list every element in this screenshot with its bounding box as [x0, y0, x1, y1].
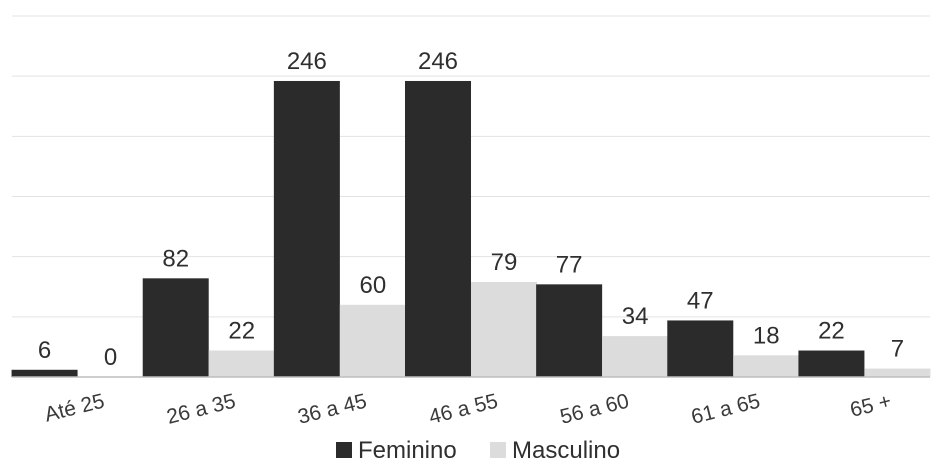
- legend-swatch-masculino: [490, 442, 506, 458]
- bar-masculino-36-a-45: [339, 304, 406, 377]
- bar-masculino-61-a-65: [733, 355, 800, 377]
- bar-feminino-36-a-45: [273, 80, 340, 377]
- legend-swatch-feminino: [336, 442, 352, 458]
- value-label-feminino-61-a-65: 47: [687, 287, 714, 314]
- bar-masculino-26-a-35: [208, 350, 275, 377]
- bar-feminino-26-a-35: [142, 278, 209, 377]
- value-label-masculino-61-a-65: 18: [753, 322, 780, 349]
- value-label-feminino-at-25: 6: [38, 337, 51, 364]
- bar-feminino-46-a-55: [405, 80, 471, 377]
- value-label-masculino-65: 7: [891, 336, 904, 363]
- x-tick-65: 65 +: [848, 390, 894, 422]
- value-label-masculino-56-a-60: 34: [622, 303, 649, 330]
- value-label-feminino-26-a-35: 82: [162, 245, 189, 272]
- bars: [11, 80, 931, 377]
- bar-masculino-65: [864, 368, 931, 377]
- legend-label-masculino: Masculino: [512, 437, 620, 464]
- bar-feminino-56-a-60: [536, 284, 603, 377]
- x-tick-36-a-45: 36 a 45: [296, 390, 370, 429]
- x-tick-56-a-60: 56 a 60: [558, 390, 632, 429]
- bar-masculino-46-a-55: [471, 281, 537, 377]
- value-label-feminino-46-a-55: 246: [418, 48, 458, 75]
- x-tick-26-a-35: 26 a 35: [164, 390, 238, 429]
- value-label-masculino-26-a-35: 22: [228, 318, 255, 345]
- x-tick-at-25: Até 25: [42, 390, 106, 427]
- x-tick-46-a-55: 46 a 55: [427, 390, 501, 429]
- value-label-masculino-at-25: 0: [104, 344, 117, 371]
- x-tick-labels: Até 25 26 a 35 36 a 45 46 a 55 56 a 60 61 a 6…: [42, 390, 893, 429]
- value-label-masculino-36-a-45: 60: [360, 272, 387, 299]
- value-label-feminino-65: 22: [818, 318, 845, 345]
- value-label-feminino-56-a-60: 77: [556, 251, 583, 278]
- bar-feminino-65: [798, 350, 865, 377]
- x-tick-61-a-65: 61 a 65: [689, 390, 763, 429]
- legend-label-feminino: Feminino: [358, 437, 457, 464]
- bar-feminino-61-a-65: [667, 320, 734, 377]
- bar-feminino-at-25: [11, 369, 78, 377]
- value-label-masculino-46-a-55: 79: [491, 249, 518, 276]
- bar-masculino-56-a-60: [602, 336, 669, 377]
- value-label-feminino-36-a-45: 246: [287, 48, 327, 75]
- legend: Feminino Masculino: [336, 437, 620, 464]
